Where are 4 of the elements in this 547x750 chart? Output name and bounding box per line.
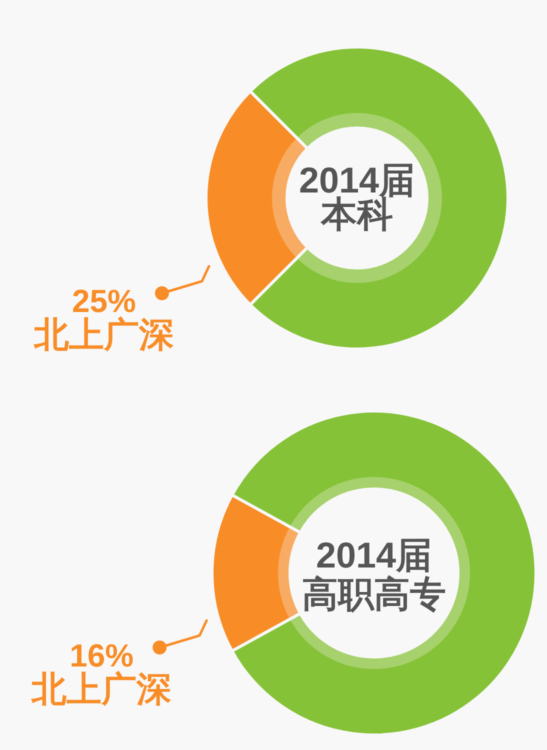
legend-label: 北上广深 [30,670,172,709]
legend-label: 北上广深 [32,316,174,355]
text: 高职高专 [302,574,446,614]
text: 2014届 [316,534,432,576]
